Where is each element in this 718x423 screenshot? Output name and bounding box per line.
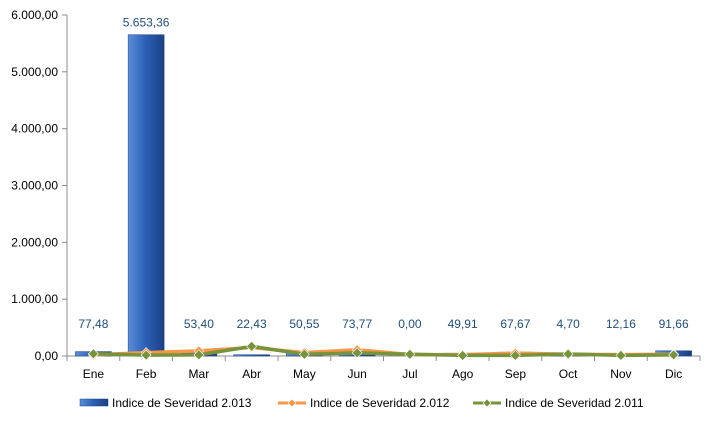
y-tick-label: 1.000,00 (11, 292, 58, 306)
bar-value-label: 53,40 (184, 317, 214, 331)
line-point-marker (351, 347, 363, 359)
x-tick-label: Jun (347, 367, 366, 381)
x-tick-label: Sep (505, 367, 527, 381)
line-point-marker (246, 340, 258, 352)
bar-value-label: 5.653,36 (123, 16, 170, 30)
line-point-marker (404, 348, 416, 360)
legend-swatch-marker (482, 398, 492, 408)
line-point-marker (193, 349, 205, 361)
x-tick-label: Jul (402, 367, 417, 381)
bar-value-label: 67,67 (500, 317, 530, 331)
line-series-2 (93, 344, 674, 358)
x-tick-label: Ene (83, 367, 105, 381)
line-point-marker (87, 348, 99, 360)
y-tick-label: 0,00 (35, 349, 59, 363)
line-point-marker (457, 350, 469, 361)
bar-abr (233, 354, 270, 357)
x-tick-label: Dic (665, 367, 682, 381)
line-point-marker (298, 348, 310, 360)
bar-value-label: 91,66 (659, 317, 689, 331)
line-point-marker (509, 350, 521, 361)
data-labels: 77,48 5.653,36 53,40 22,43 50,55 73,77 0,00 49,… (78, 16, 689, 331)
line-point-marker (615, 350, 627, 361)
x-tick-label: Oct (559, 367, 578, 381)
legend-label-1: Indice de Severidad 2.013 (112, 396, 252, 410)
bar-feb (127, 34, 165, 357)
legend-swatch-marker (287, 398, 297, 408)
line-point-marker (668, 349, 680, 361)
bar-value-label: 49,91 (448, 317, 478, 331)
legend-label-2: Indice de Severidad 2.012 (310, 396, 450, 410)
x-tick-label: Abr (242, 367, 261, 381)
line-point-marker (562, 348, 574, 360)
legend: Indice de Severidad 2.013 Indice de Sever… (79, 396, 644, 410)
x-tick-label: Mar (189, 367, 210, 381)
line-point-marker (140, 349, 152, 361)
y-tick-label: 3.000,00 (11, 179, 58, 193)
axes: 0,00 1.000,00 2.000,00 3.000,00 4.000,00 5.00… (11, 8, 701, 381)
bar-series (75, 34, 692, 357)
bar-value-label: 12,16 (606, 317, 636, 331)
y-tick-label: 2.000,00 (11, 235, 58, 249)
x-tick-label: Ago (452, 367, 474, 381)
y-tick-label: 4.000,00 (11, 122, 58, 136)
x-tick-label: Feb (136, 367, 157, 381)
bar-value-label: 50,55 (289, 317, 319, 331)
legend-swatch-bar (79, 398, 109, 407)
x-tick-label: May (293, 367, 316, 381)
bar-value-label: 73,77 (342, 317, 372, 331)
bar-value-label: 4,70 (556, 317, 580, 331)
bar-value-label: 77,48 (78, 317, 108, 331)
bar-value-label: 22,43 (237, 317, 267, 331)
y-tick-label: 5.000,00 (11, 65, 58, 79)
bar-value-label: 0,00 (398, 317, 422, 331)
y-tick-label: 6.000,00 (11, 8, 58, 22)
x-tick-label: Nov (610, 367, 631, 381)
legend-label-3: Indice de Severidad 2.011 (505, 396, 644, 410)
line-series (87, 340, 680, 361)
